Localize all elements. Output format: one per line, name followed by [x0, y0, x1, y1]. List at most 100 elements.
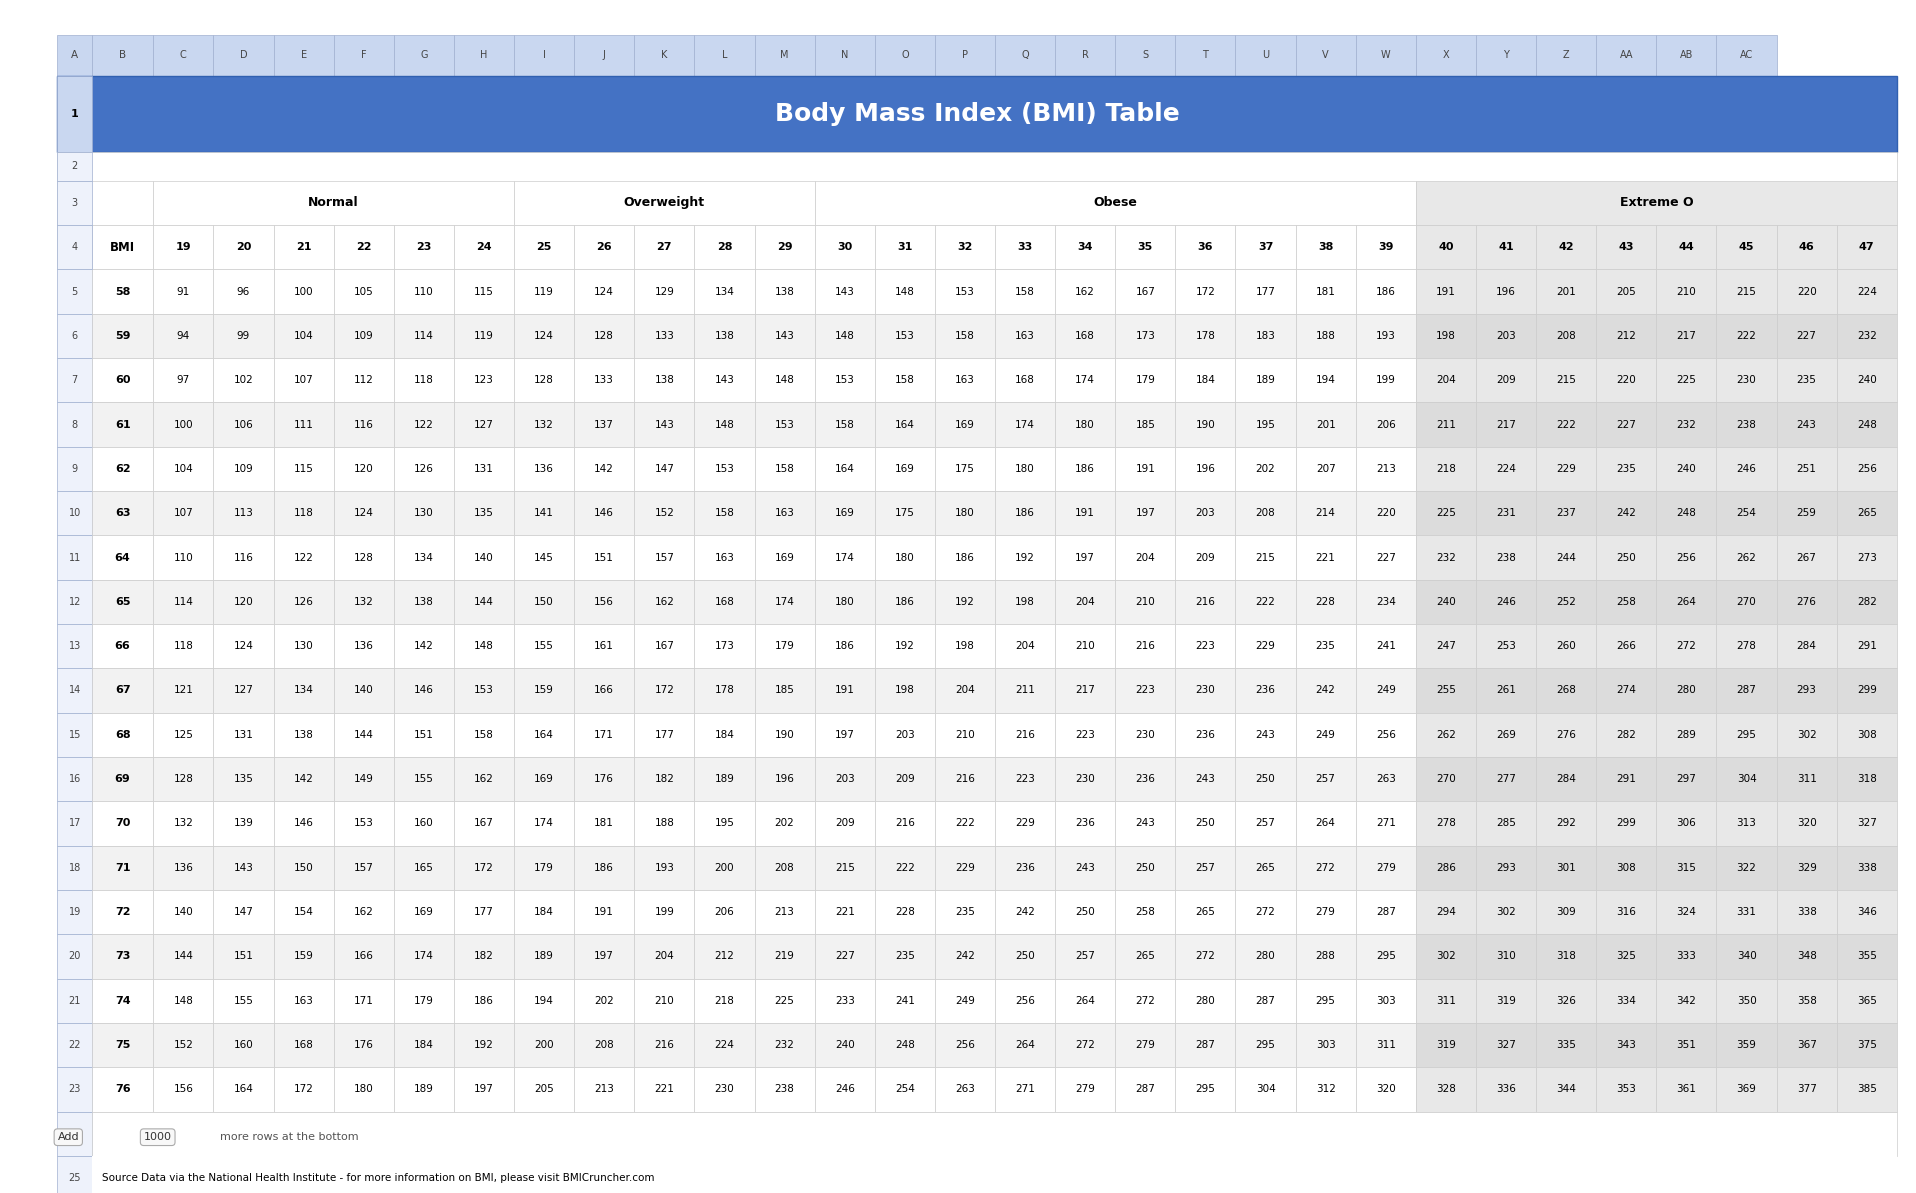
Bar — [1416, 802, 1475, 846]
Bar — [1056, 446, 1115, 492]
Text: 199: 199 — [655, 907, 674, 917]
Bar — [1357, 358, 1416, 402]
Bar — [213, 35, 274, 76]
Bar — [57, 402, 92, 446]
Text: 65: 65 — [115, 596, 130, 607]
Text: 257: 257 — [1075, 951, 1096, 962]
Text: 204: 204 — [1075, 596, 1096, 607]
Bar — [575, 536, 634, 580]
Text: 107: 107 — [293, 376, 314, 385]
Bar — [1236, 358, 1295, 402]
Bar — [1115, 890, 1175, 934]
Bar — [213, 1022, 274, 1068]
Bar — [1295, 35, 1357, 76]
Bar — [1357, 890, 1416, 934]
Text: 99: 99 — [238, 330, 251, 341]
Text: 178: 178 — [715, 686, 734, 696]
Text: 163: 163 — [715, 552, 734, 563]
Text: 220: 220 — [1376, 508, 1395, 518]
Bar — [454, 846, 513, 890]
Text: 62: 62 — [115, 464, 130, 474]
Bar — [1175, 1068, 1236, 1112]
Bar — [634, 580, 694, 624]
Text: 224: 224 — [1496, 464, 1516, 474]
Bar — [395, 846, 454, 890]
Text: 208: 208 — [774, 863, 795, 873]
Text: 166: 166 — [354, 951, 374, 962]
Text: 304: 304 — [1736, 774, 1757, 784]
Bar — [395, 270, 454, 314]
Bar — [1596, 225, 1655, 270]
Bar — [57, 225, 92, 270]
Text: 250: 250 — [1255, 774, 1276, 784]
Text: 148: 148 — [895, 286, 914, 297]
Text: 143: 143 — [835, 286, 855, 297]
Text: 119: 119 — [473, 330, 494, 341]
Text: 375: 375 — [1857, 1040, 1876, 1050]
Bar — [1596, 580, 1655, 624]
Bar — [513, 35, 575, 76]
Text: 68: 68 — [115, 730, 130, 740]
Text: 180: 180 — [354, 1084, 374, 1094]
Text: 60: 60 — [115, 376, 130, 385]
Text: 46: 46 — [1799, 242, 1814, 252]
Bar — [876, 314, 935, 358]
Text: 273: 273 — [1857, 552, 1876, 563]
Text: 144: 144 — [174, 951, 194, 962]
Text: 272: 272 — [1196, 951, 1215, 962]
Bar — [814, 978, 876, 1022]
Text: 179: 179 — [774, 641, 795, 651]
Bar — [1236, 536, 1295, 580]
Text: 316: 316 — [1617, 907, 1636, 917]
Bar — [994, 402, 1056, 446]
Text: 33: 33 — [1017, 242, 1033, 252]
Text: 191: 191 — [1075, 508, 1096, 518]
Text: 219: 219 — [774, 951, 795, 962]
Text: 306: 306 — [1676, 818, 1696, 828]
Text: 179: 179 — [414, 996, 433, 1006]
Text: 242: 242 — [1015, 907, 1035, 917]
Bar — [92, 978, 153, 1022]
Bar — [1537, 446, 1596, 492]
Text: 149: 149 — [354, 774, 374, 784]
Text: 262: 262 — [1435, 730, 1456, 740]
Bar — [274, 624, 333, 668]
Bar — [1056, 314, 1115, 358]
Bar — [1357, 314, 1416, 358]
Text: 216: 216 — [954, 774, 975, 784]
Bar — [1655, 668, 1717, 712]
Bar — [1596, 358, 1655, 402]
Bar — [1837, 1022, 1897, 1068]
Text: 217: 217 — [1496, 420, 1516, 429]
Bar — [1596, 314, 1655, 358]
Text: 135: 135 — [234, 774, 253, 784]
Text: 157: 157 — [655, 552, 674, 563]
Bar — [1236, 580, 1295, 624]
Bar — [153, 1068, 213, 1112]
Text: 189: 189 — [715, 774, 734, 784]
Text: 162: 162 — [655, 596, 674, 607]
Text: 264: 264 — [1676, 596, 1696, 607]
Bar — [634, 978, 694, 1022]
Bar — [1056, 758, 1115, 802]
Text: 207: 207 — [1316, 464, 1335, 474]
Bar — [1236, 314, 1295, 358]
Text: 25: 25 — [69, 1173, 80, 1183]
Text: 216: 216 — [1136, 641, 1155, 651]
Text: 180: 180 — [954, 508, 975, 518]
Bar — [876, 492, 935, 536]
Text: 181: 181 — [594, 818, 615, 828]
Bar — [876, 446, 935, 492]
Bar — [1475, 890, 1537, 934]
Text: 120: 120 — [234, 596, 253, 607]
Text: 256: 256 — [1376, 730, 1395, 740]
Bar — [333, 35, 395, 76]
Text: 186: 186 — [1376, 286, 1395, 297]
Text: 192: 192 — [895, 641, 914, 651]
Bar — [57, 846, 92, 890]
Text: 244: 244 — [1556, 552, 1577, 563]
Text: 344: 344 — [1556, 1084, 1577, 1094]
Text: 235: 235 — [1316, 641, 1335, 651]
Bar — [1596, 934, 1655, 978]
Text: 173: 173 — [715, 641, 734, 651]
